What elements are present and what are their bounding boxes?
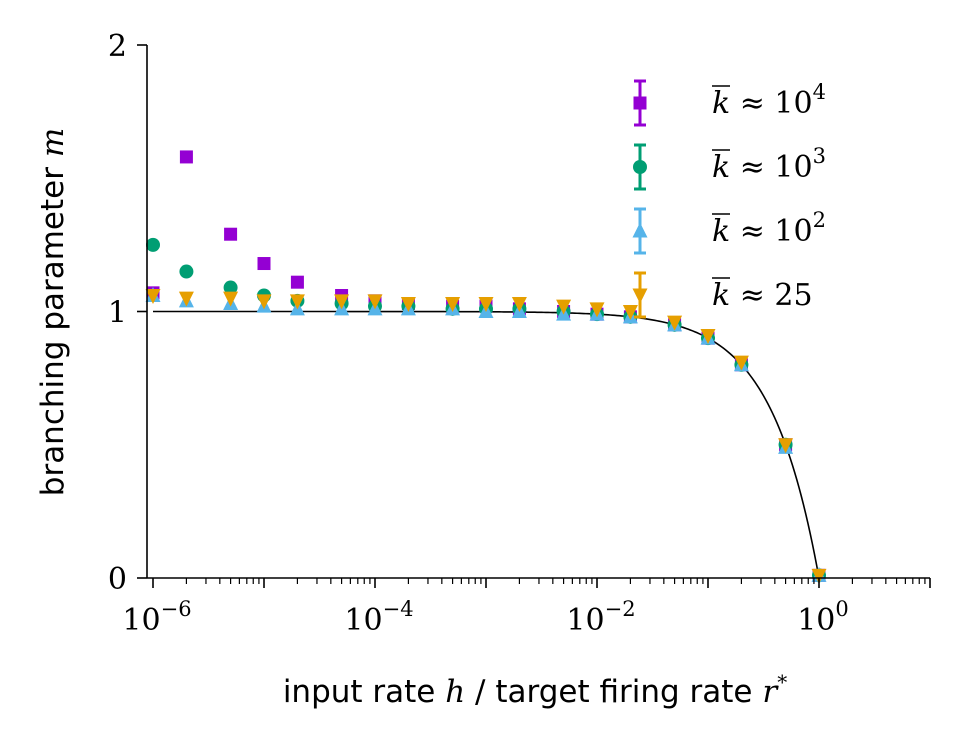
data-point-triangle-down [511,297,527,313]
data-point-triangle-down [334,294,350,310]
series-triangle-up [145,287,827,582]
y-tick-label: 0 [108,562,127,597]
data-point-triangle-down [811,568,827,584]
data-point-triangle-down [622,305,638,320]
legend: k ≈ 104 k ≈ 103 k ≈ 102 k ≈ 25 [632,79,826,319]
legend-entry: k ≈ 103 [633,143,826,191]
legend-entry: k ≈ 102 [632,207,826,255]
x-axis-label: input rate h / target firing rate r* [283,670,787,710]
legend-label: k ≈ 25 [712,278,813,313]
data-point-triangle-down [700,328,716,344]
y-tick-label: 1 [108,296,127,331]
theory-curve [153,310,820,579]
data-points [145,150,827,584]
data-point-triangle-down [733,355,749,371]
legend-label: k ≈ 104 [712,80,826,121]
data-point-triangle-down [556,299,572,315]
legend-label: k ≈ 103 [712,144,826,185]
x-tick-label: 10−6 [122,597,191,638]
data-point-triangle-down [667,315,683,331]
y-axis-label: branching parameter m [35,128,71,496]
data-point-triangle-down [223,291,239,307]
legend-entry: k ≈ 25 [632,271,813,319]
x-tick-label: 10−2 [566,597,635,638]
data-point-square [290,275,304,289]
series-triangle-down [145,289,827,584]
legend-label: k ≈ 102 [712,208,826,249]
legend-marker-triangle-up [632,222,648,238]
y-axis-ticks: 0 1 2 [108,29,147,597]
legend-marker-square [633,96,647,110]
legend-marker-circle [633,160,647,174]
data-point-square [224,227,238,241]
x-axis-ticks: 10−6 10−4 10−2 100 [122,578,931,638]
data-point-circle [179,264,194,279]
legend-entry: k ≈ 104 [633,79,826,127]
data-point-square [179,150,193,164]
data-point-triangle-down [589,302,605,318]
data-point-triangle-down [256,294,272,310]
data-point-triangle-down [289,294,305,310]
axes: 10−6 10−4 10−2 100 0 1 2 [108,29,931,638]
data-point-square [257,257,271,271]
data-point-circle [146,237,160,252]
x-tick-label: 100 [797,597,849,638]
data-point-triangle-down [367,294,383,310]
data-point-triangle-down [145,289,161,305]
legend-marker-triangle-down [632,288,648,304]
data-point-triangle-down [400,297,416,313]
y-tick-label: 2 [108,29,127,64]
x-tick-label: 10−4 [344,597,413,638]
data-point-triangle-down [478,297,494,313]
data-point-circle [223,280,238,295]
data-point-triangle-down [445,297,461,313]
data-point-triangle-down [178,291,194,307]
data-point-triangle-down [778,438,794,454]
